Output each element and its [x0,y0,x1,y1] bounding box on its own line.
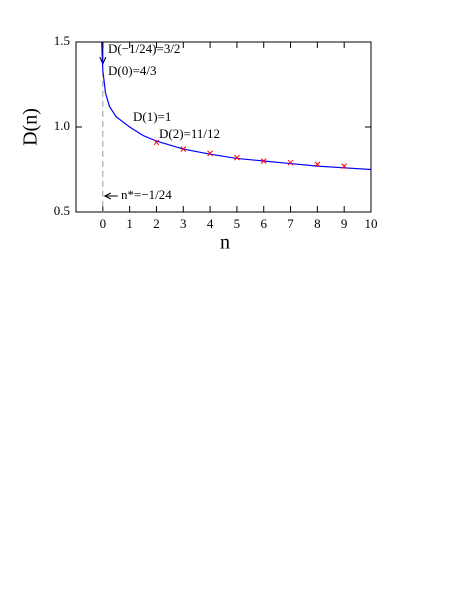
y-tick-label: 1.5 [54,33,70,48]
x-tick-label: 6 [260,216,267,231]
x-tick-label: 0 [100,216,107,231]
x-tick-label: 3 [180,216,187,231]
point [180,146,187,152]
x-tick-label: 5 [234,216,241,231]
curve [101,41,372,171]
x-tick-label: 10 [365,216,378,231]
point [207,150,213,157]
x-tick-label: 4 [207,216,214,231]
annotation: D(1)=1 [133,109,171,124]
point [287,159,294,166]
annotation: D(0)=4/3 [108,63,157,78]
y-axis-label: D(n) [20,108,42,146]
point [314,161,321,168]
x-tick-label: 9 [341,216,348,231]
annotation: n*=−1/24 [121,187,172,202]
x-tick-label: 8 [314,216,321,231]
x-tick-label: 1 [126,216,133,231]
y-tick-label: 1.0 [54,118,70,133]
y-tick-label: 0.5 [54,203,70,218]
point [260,158,267,164]
point [341,163,348,169]
annotation: D(−1/24)=3/2 [108,41,180,56]
x-tick-label: 7 [287,216,294,231]
point [234,154,240,161]
x-tick-label: 2 [153,216,160,231]
annotation: D(2)=11/12 [159,126,220,141]
point [153,139,160,146]
x-axis-label: n [220,232,230,254]
arrow-head [103,192,112,200]
